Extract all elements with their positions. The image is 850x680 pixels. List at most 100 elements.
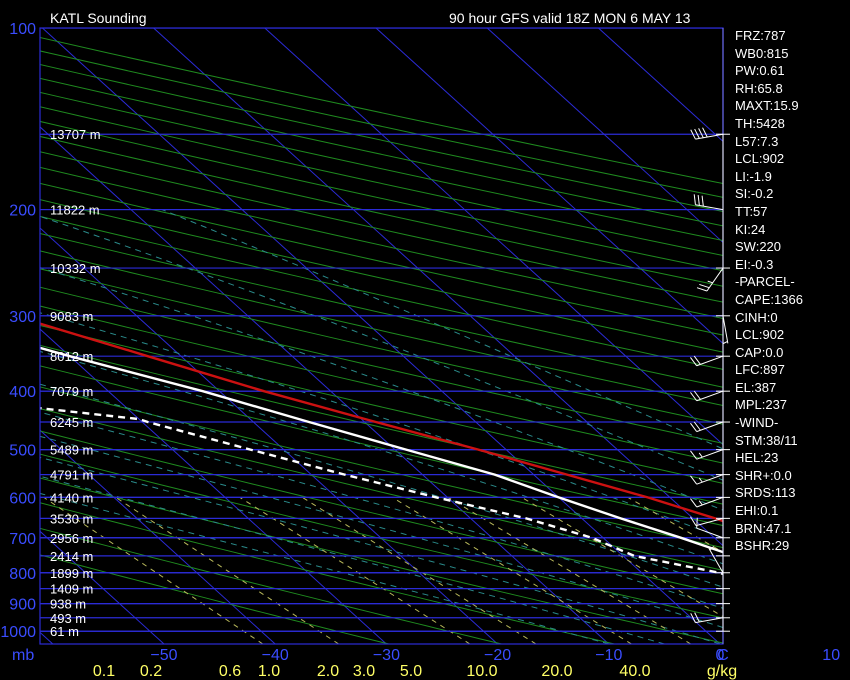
wind-barb-shaft	[695, 517, 724, 527]
mixing-ratio-label: 40.0	[619, 663, 650, 680]
wind-barb-feather	[690, 392, 698, 402]
wind-profile	[690, 127, 730, 632]
wind-barb-feather	[696, 517, 698, 529]
moist-adiabat-line	[40, 383, 723, 588]
dry-adiabat-line	[40, 215, 723, 370]
isotherm-line	[40, 227, 498, 644]
index-value: KI:24	[735, 221, 766, 237]
height-label: 4791 m	[50, 468, 93, 483]
dry-adiabat-line	[40, 268, 723, 425]
valid-time: 90 hour GFS valid 18Z MON 6 MAY 13	[449, 10, 691, 26]
wind-barb-feather	[690, 450, 698, 460]
moist-adiabat-line	[40, 456, 721, 644]
height-label: 1899 m	[50, 566, 93, 581]
mixing-ratio-label: 5.0	[400, 663, 422, 680]
index-value: BSHR:29	[735, 538, 790, 554]
height-label: 10332 m	[50, 261, 101, 276]
background-lines	[40, 28, 723, 644]
moist-adiabat-line	[40, 215, 723, 481]
height-label: 9083 m	[50, 309, 93, 324]
pressure-tick-label: 500	[9, 443, 36, 460]
wind-barb-shaft	[696, 449, 724, 460]
height-label: 493 m	[50, 611, 86, 626]
wind-barb	[690, 496, 724, 508]
wind-barb-half-feather	[722, 340, 728, 345]
mixing-ratio-label: 2.0	[317, 663, 339, 680]
wind-barb-shaft	[722, 315, 729, 344]
dry-adiabat-line	[40, 477, 723, 644]
wind-barb-half-feather	[698, 452, 703, 458]
dry-adiabat-line	[40, 527, 502, 644]
wind-barb-shaft	[695, 133, 724, 140]
moist-adiabat-line	[40, 312, 723, 539]
wind-barb	[708, 546, 724, 574]
moist-adiabat-line	[40, 267, 723, 511]
wind-barb-shaft	[696, 527, 724, 539]
wind-barb-feather	[701, 195, 704, 207]
wind-barb	[690, 516, 724, 527]
wind-barb-feather	[696, 287, 708, 292]
temperature-tick-label: −40	[262, 647, 289, 664]
wind-barb-half-feather	[709, 546, 714, 551]
isotherm-line	[40, 429, 276, 644]
index-value: LFC:897	[735, 362, 785, 378]
pressure-tick-label: 1000	[0, 624, 36, 641]
temperature-tick-label: −30	[373, 647, 400, 664]
moist-adiabat-line	[40, 435, 723, 629]
temperature-tick-label: −20	[484, 647, 511, 664]
wind-barb-feather	[693, 390, 701, 400]
index-value: HEL:23	[735, 450, 779, 466]
dry-adiabat-line	[40, 344, 723, 505]
temperature-tick-label: C	[717, 647, 729, 664]
wind-barb	[722, 315, 729, 345]
wind-barb	[690, 449, 724, 460]
dry-adiabat-line	[40, 135, 723, 287]
isotherm-line	[40, 631, 54, 644]
index-value: CAP:0.0	[735, 344, 784, 360]
wind-barb-feather	[690, 357, 698, 367]
wind-barb-feather	[693, 194, 696, 205]
temperature-tick-label: 10	[822, 647, 840, 664]
wind-barb-shaft	[696, 390, 724, 402]
wind-barb-feather	[694, 612, 700, 623]
wind-barb	[690, 355, 724, 367]
wind-barb-feather	[702, 127, 708, 138]
pressure-tick-label: 100	[9, 21, 36, 38]
pressure-tick-label: 300	[9, 309, 36, 326]
wind-barb-half-feather	[698, 500, 703, 506]
pressure-unit-label: mb	[12, 647, 34, 664]
dry-adiabat-line	[40, 250, 723, 407]
wind-barb-shaft	[695, 204, 724, 211]
dry-adiabat-line	[40, 554, 390, 644]
height-label: 6245 m	[50, 415, 93, 430]
dry-adiabat-line	[40, 166, 723, 319]
wind-barb-shaft	[696, 355, 724, 367]
index-value: LCL:902	[735, 327, 785, 343]
moist-adiabat-line	[40, 475, 665, 644]
index-value: RH:65.8	[735, 80, 783, 96]
mixing-ratio-unit: g/kg	[707, 663, 737, 680]
index-value: LI:-1.9	[735, 168, 772, 184]
mixing-ratio-label: 3.0	[353, 663, 375, 680]
index-value: MPL:237	[735, 397, 788, 413]
index-value: LCL:902	[735, 151, 785, 167]
dry-adiabat-line	[40, 502, 615, 644]
dry-adiabat-line	[40, 232, 723, 388]
pressure-tick-label: 600	[9, 490, 36, 507]
chart-title: KATL Sounding	[50, 10, 147, 26]
dry-adiabat-line	[40, 199, 723, 353]
index-value: WB0:815	[735, 45, 789, 61]
wind-barb-feather	[690, 613, 696, 623]
index-value: PW:0.61	[735, 63, 785, 79]
height-label: 2414 m	[50, 549, 93, 564]
temperature-profile	[40, 346, 723, 554]
wind-barb-shaft	[708, 548, 724, 574]
height-label: 5489 m	[50, 443, 93, 458]
isotherm-line	[40, 530, 165, 644]
mixing-ratio-label: 0.1	[93, 663, 115, 680]
mixing-ratio-line	[392, 496, 632, 644]
dry-adiabat-line	[40, 430, 723, 595]
index-value: SRDS:113	[735, 485, 796, 501]
wind-barb	[690, 474, 724, 485]
